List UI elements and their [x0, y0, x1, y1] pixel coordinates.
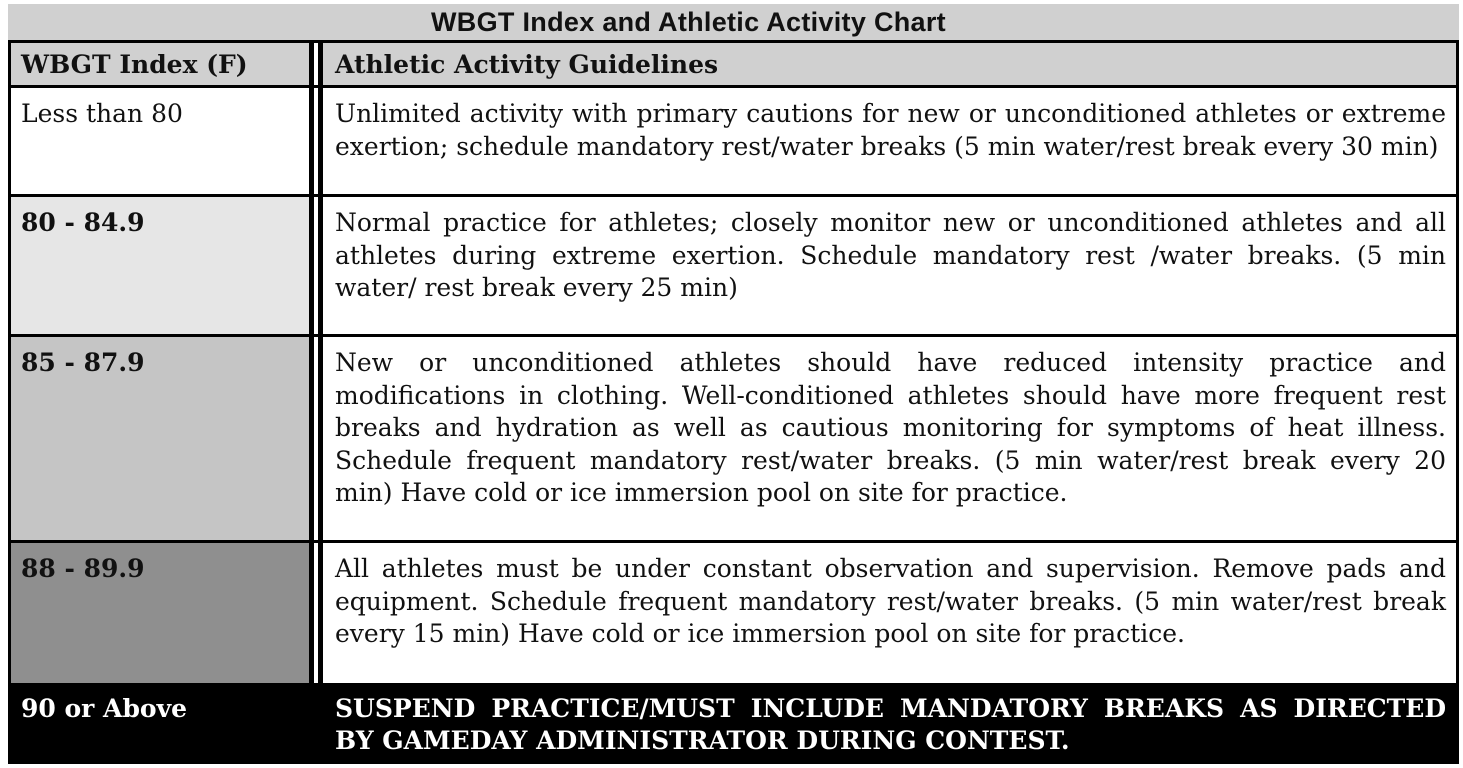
guideline-cell: New or unconditioned athletes should hav… — [323, 337, 1456, 540]
index-cell: 88 - 89.9 — [11, 543, 309, 683]
guideline-cell: Normal practice for athletes; closely mo… — [323, 197, 1456, 334]
guideline-cell: All athletes must be under constant obse… — [323, 543, 1456, 683]
header-guidelines-cell: Athletic Activity Guidelines — [323, 43, 1456, 85]
table-row: 80 - 84.9 Normal practice for athletes; … — [11, 197, 1456, 334]
table-row-suspend: 90 or Above SUSPEND PRACTICE/MUST INCLUD… — [11, 685, 1456, 764]
column-divider — [309, 337, 323, 540]
index-cell: 80 - 84.9 — [11, 197, 309, 334]
index-cell: Less than 80 — [11, 88, 309, 194]
activity-table: WBGT Index (F) Athletic Activity Guideli… — [8, 40, 1459, 764]
index-cell: 85 - 87.9 — [11, 337, 309, 540]
column-divider — [309, 543, 323, 683]
column-divider — [309, 88, 323, 194]
page-title: WBGT Index and Athletic Activity Chart — [431, 6, 946, 37]
column-divider — [309, 685, 323, 764]
index-cell: 90 or Above — [11, 685, 309, 764]
table-header-row: WBGT Index (F) Athletic Activity Guideli… — [11, 43, 1456, 85]
header-index-cell: WBGT Index (F) — [11, 43, 309, 85]
column-divider — [309, 43, 323, 85]
guideline-cell: SUSPEND PRACTICE/MUST INCLUDE MANDATORY … — [323, 685, 1456, 764]
title-bar: WBGT Index and Athletic Activity Chart — [8, 4, 1459, 40]
guideline-cell: Unlimited activity with primary cautions… — [323, 88, 1456, 194]
column-divider — [309, 197, 323, 334]
table-row: Less than 80 Unlimited activity with pri… — [11, 88, 1456, 194]
table-row: 85 - 87.9 New or unconditioned athletes … — [11, 337, 1456, 540]
table-row: 88 - 89.9 All athletes must be under con… — [11, 543, 1456, 683]
